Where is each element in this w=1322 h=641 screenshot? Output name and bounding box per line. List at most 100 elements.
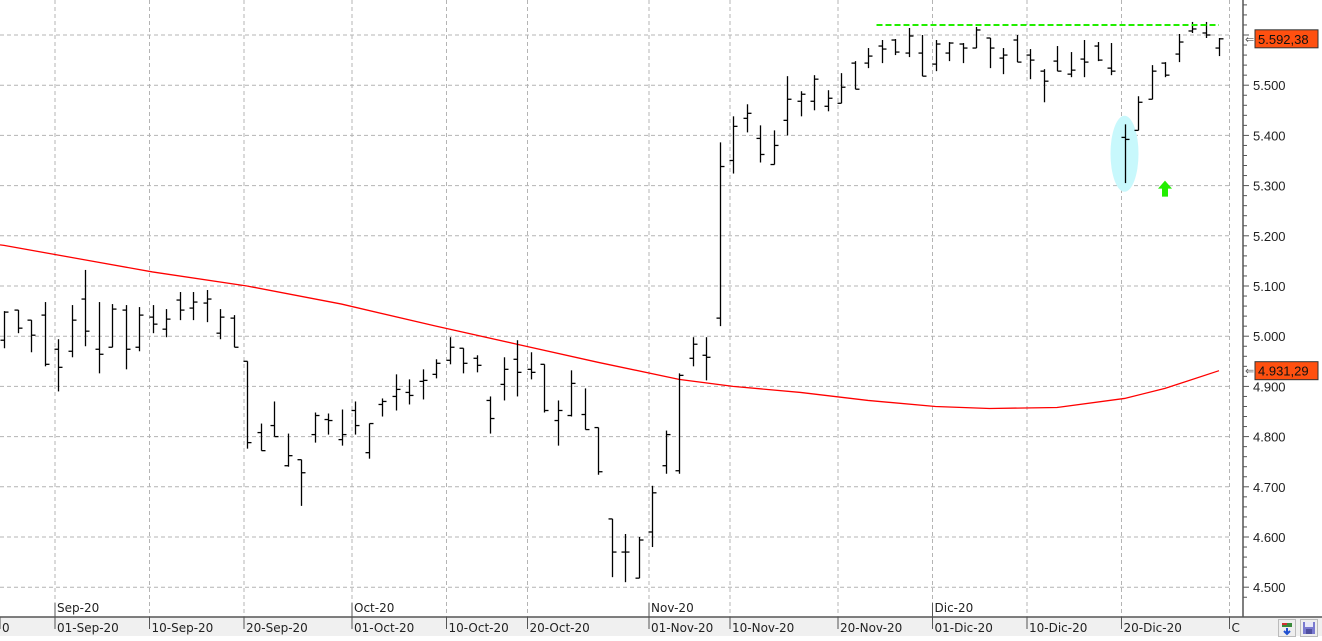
chart-settings-icon[interactable] [1278,619,1296,637]
up-arrow-icon [1158,180,1172,197]
month-label: Nov-20 [651,601,694,615]
ohlc-bar [878,40,887,64]
highlight-ellipse [1110,115,1139,192]
ohlc-bar [608,518,617,578]
ohlc-bar [675,373,684,474]
ohlc-bar [95,302,104,374]
month-label: Oct-20 [354,601,394,615]
month-label: Sep-20 [57,601,99,615]
ohlc-bar [851,61,860,90]
ohlc-bar [1121,124,1130,184]
ohlc-bar [837,73,846,104]
ohlc-bar [513,340,522,397]
ohlc-bar [176,292,185,321]
ohlc-bar [662,430,671,474]
ohlc-bar [0,311,9,349]
ohlc-bar [162,309,171,338]
ohlc-bar [230,315,239,348]
x-tick-label: 20-Sep-20 [246,621,308,635]
price-bars [0,21,1224,583]
ohlc-bar [1053,46,1062,72]
x-tick-label: 01-Dic-20 [935,621,993,635]
price-label-text: 5.592,38 [1258,32,1309,47]
ohlc-bar [257,423,266,452]
ohlc-bar [203,290,212,323]
annotations [876,23,1219,197]
ohlc-bar [1148,65,1157,100]
ohlc-bar [986,37,995,69]
x-tick-label: 20-Nov-20 [840,621,902,635]
ohlc-bar [716,142,725,327]
ohlc-bar [810,75,819,111]
ohlc-bar [1107,43,1116,76]
y-tick-label: 5.200 [1253,229,1286,244]
ohlc-bar [999,48,1008,75]
price-label-box [1254,361,1319,381]
price-label-text: 4.931,29 [1258,364,1309,379]
ohlc-bar [405,379,414,405]
ohlc-bar [1013,35,1022,63]
ohlc-bar [27,319,36,353]
ohlc-bar [270,401,279,438]
y-tick-label: 5.400 [1253,128,1286,143]
ohlc-bar [702,337,711,381]
ohlc-bar [594,426,603,475]
x-tick-label: 10-Dic-20 [1029,621,1087,635]
ohlc-bar [1161,62,1170,78]
ohlc-bar [486,396,495,434]
ohlc-bar [864,48,873,69]
ohlc-bar [378,398,387,417]
ohlc-bar [783,76,792,136]
ohlc-bar [284,433,293,467]
month-label: Dic-20 [935,601,974,615]
ohlc-bar [14,309,23,334]
ohlc-bar [648,485,657,548]
ohlc-bar [932,40,941,72]
ohlc-bar [446,337,455,365]
ohlc-bar [81,269,90,347]
save-icon[interactable] [1300,619,1318,637]
ohlc-bar [756,125,765,163]
ohlc-bar [729,116,738,174]
y-axis: 4.500 4.600 4.700 4.800 4.900 5.000 5.100 5.200… [1242,0,1319,617]
x-axis: 0 01-Sep-20 10-Sep-20 20-Sep-20 01-Oct-20 10-… [0,601,1322,636]
moving-average [0,244,1220,410]
x-tick-label: 0 [2,621,10,635]
price-label-box [1254,29,1319,49]
moving-average-line [0,244,1220,410]
ohlc-bar [824,90,833,112]
ohlc-bar [1134,96,1143,132]
y-tick-label: 4.500 [1253,580,1286,595]
ohlc-bar [419,369,428,400]
ohlc-bar [135,307,144,352]
ohlc-bar [1080,40,1089,78]
x-tick-label: 10-Nov-20 [732,621,794,635]
y-tick-label: 5.300 [1253,179,1286,194]
ohlc-bar [189,292,198,321]
ohlc-bar [743,104,752,133]
ohlc-bar [54,339,63,392]
x-tick-label: 20-Oct-20 [530,621,590,635]
ohlc-bar [216,309,225,340]
y-tick-label: 4.900 [1253,379,1286,394]
ohlc-bar [1026,49,1035,80]
ohlc-bar [500,357,509,401]
ohlc-bar [392,374,401,411]
x-tick-label: 01-Oct-20 [354,621,414,635]
ohlc-bar [621,533,630,583]
ohlc-bar [1040,69,1049,103]
ohlc-bar [311,412,320,443]
ohlc-bar [1094,42,1103,62]
ohlc-bar [1188,21,1197,33]
ohlc-bar [149,305,158,334]
x-tick-label: 01-Sep-20 [57,621,119,635]
ohlc-bar [1067,52,1076,78]
x-tick-label: 10-Sep-20 [152,621,214,635]
ohlc-bar [945,42,954,62]
ohlc-bar [567,370,576,417]
ohlc-bar [243,360,252,449]
ohlc-bar [108,304,117,348]
ohlc-bar [1215,38,1224,57]
pointer-arrow-icon: ⇐ [1245,34,1254,46]
